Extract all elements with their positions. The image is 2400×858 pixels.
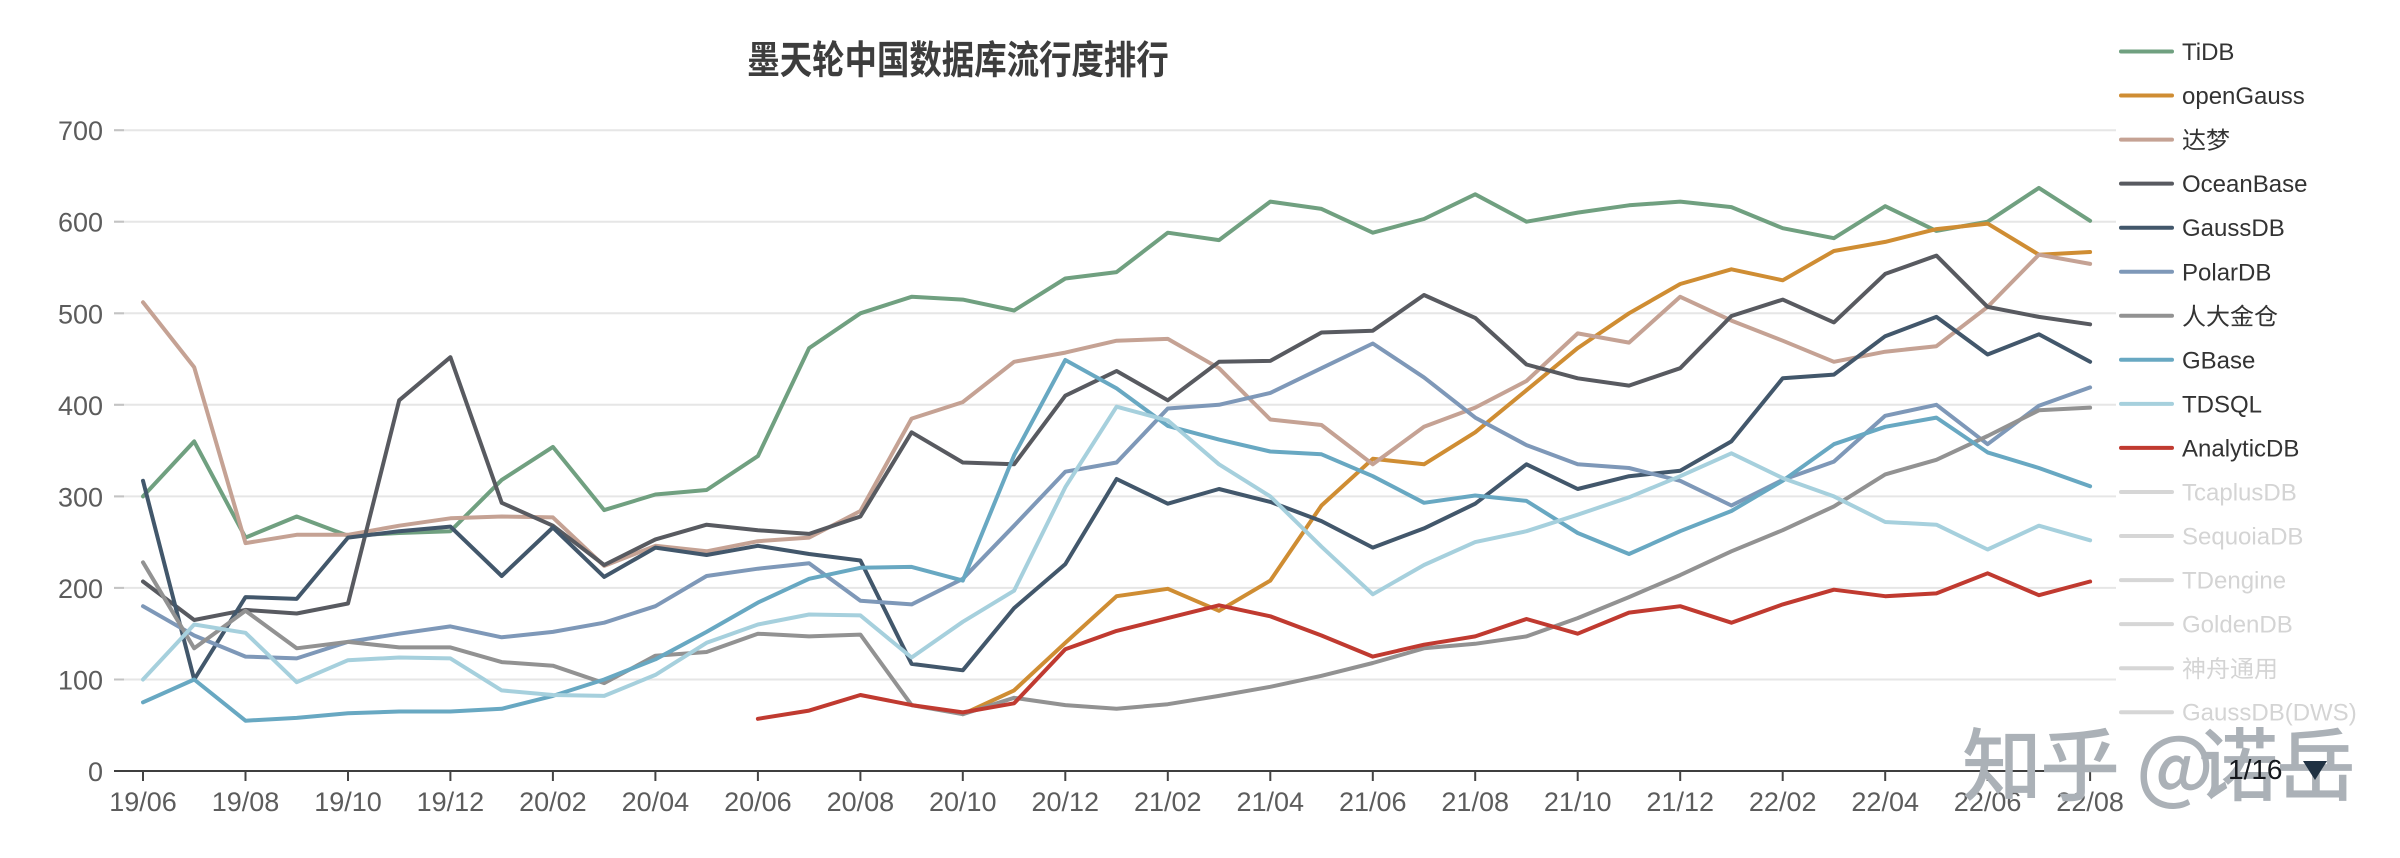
svg-text:PolarDB: PolarDB [2182, 259, 2271, 286]
svg-text:21/02: 21/02 [1134, 787, 1202, 817]
svg-text:TDSQL: TDSQL [2182, 391, 2262, 418]
svg-text:TiDB: TiDB [2182, 39, 2234, 66]
svg-text:21/04: 21/04 [1237, 787, 1305, 817]
svg-text:GBase: GBase [2182, 347, 2255, 374]
svg-text:22/02: 22/02 [1749, 787, 1817, 817]
svg-text:200: 200 [58, 574, 103, 604]
svg-text:21/08: 21/08 [1441, 787, 1509, 817]
svg-text:GaussDB(DWS): GaussDB(DWS) [2182, 700, 2357, 727]
svg-text:22/08: 22/08 [2056, 787, 2124, 817]
svg-text:openGauss: openGauss [2182, 83, 2305, 110]
svg-text:21/12: 21/12 [1646, 787, 1714, 817]
svg-text:400: 400 [58, 391, 103, 421]
svg-text:700: 700 [58, 116, 103, 146]
svg-text:100: 100 [58, 666, 103, 696]
svg-text:0: 0 [88, 757, 103, 787]
svg-text:21/10: 21/10 [1544, 787, 1612, 817]
svg-text:600: 600 [58, 208, 103, 238]
svg-text:GaussDB: GaussDB [2182, 215, 2285, 242]
svg-text:SequoiaDB: SequoiaDB [2182, 524, 2303, 551]
svg-text:300: 300 [58, 482, 103, 512]
svg-text:OceanBase: OceanBase [2182, 171, 2307, 198]
svg-text:19/10: 19/10 [314, 787, 382, 817]
svg-text:20/08: 20/08 [827, 787, 895, 817]
svg-text:19/06: 19/06 [109, 787, 177, 817]
svg-text:22/04: 22/04 [1851, 787, 1919, 817]
svg-text:19/08: 19/08 [212, 787, 280, 817]
svg-text:20/10: 20/10 [929, 787, 997, 817]
svg-text:21/06: 21/06 [1339, 787, 1407, 817]
svg-text:20/04: 20/04 [622, 787, 690, 817]
svg-text:20/06: 20/06 [724, 787, 792, 817]
svg-text:20/02: 20/02 [519, 787, 587, 817]
svg-text:1/16: 1/16 [2228, 754, 2283, 785]
svg-text:GoldenDB: GoldenDB [2182, 612, 2293, 639]
svg-text:19/12: 19/12 [417, 787, 485, 817]
svg-text:20/12: 20/12 [1032, 787, 1100, 817]
svg-text:AnalyticDB: AnalyticDB [2182, 435, 2299, 462]
svg-text:500: 500 [58, 299, 103, 329]
svg-text:TDengine: TDengine [2182, 568, 2286, 595]
svg-text:TcaplusDB: TcaplusDB [2182, 480, 2297, 507]
